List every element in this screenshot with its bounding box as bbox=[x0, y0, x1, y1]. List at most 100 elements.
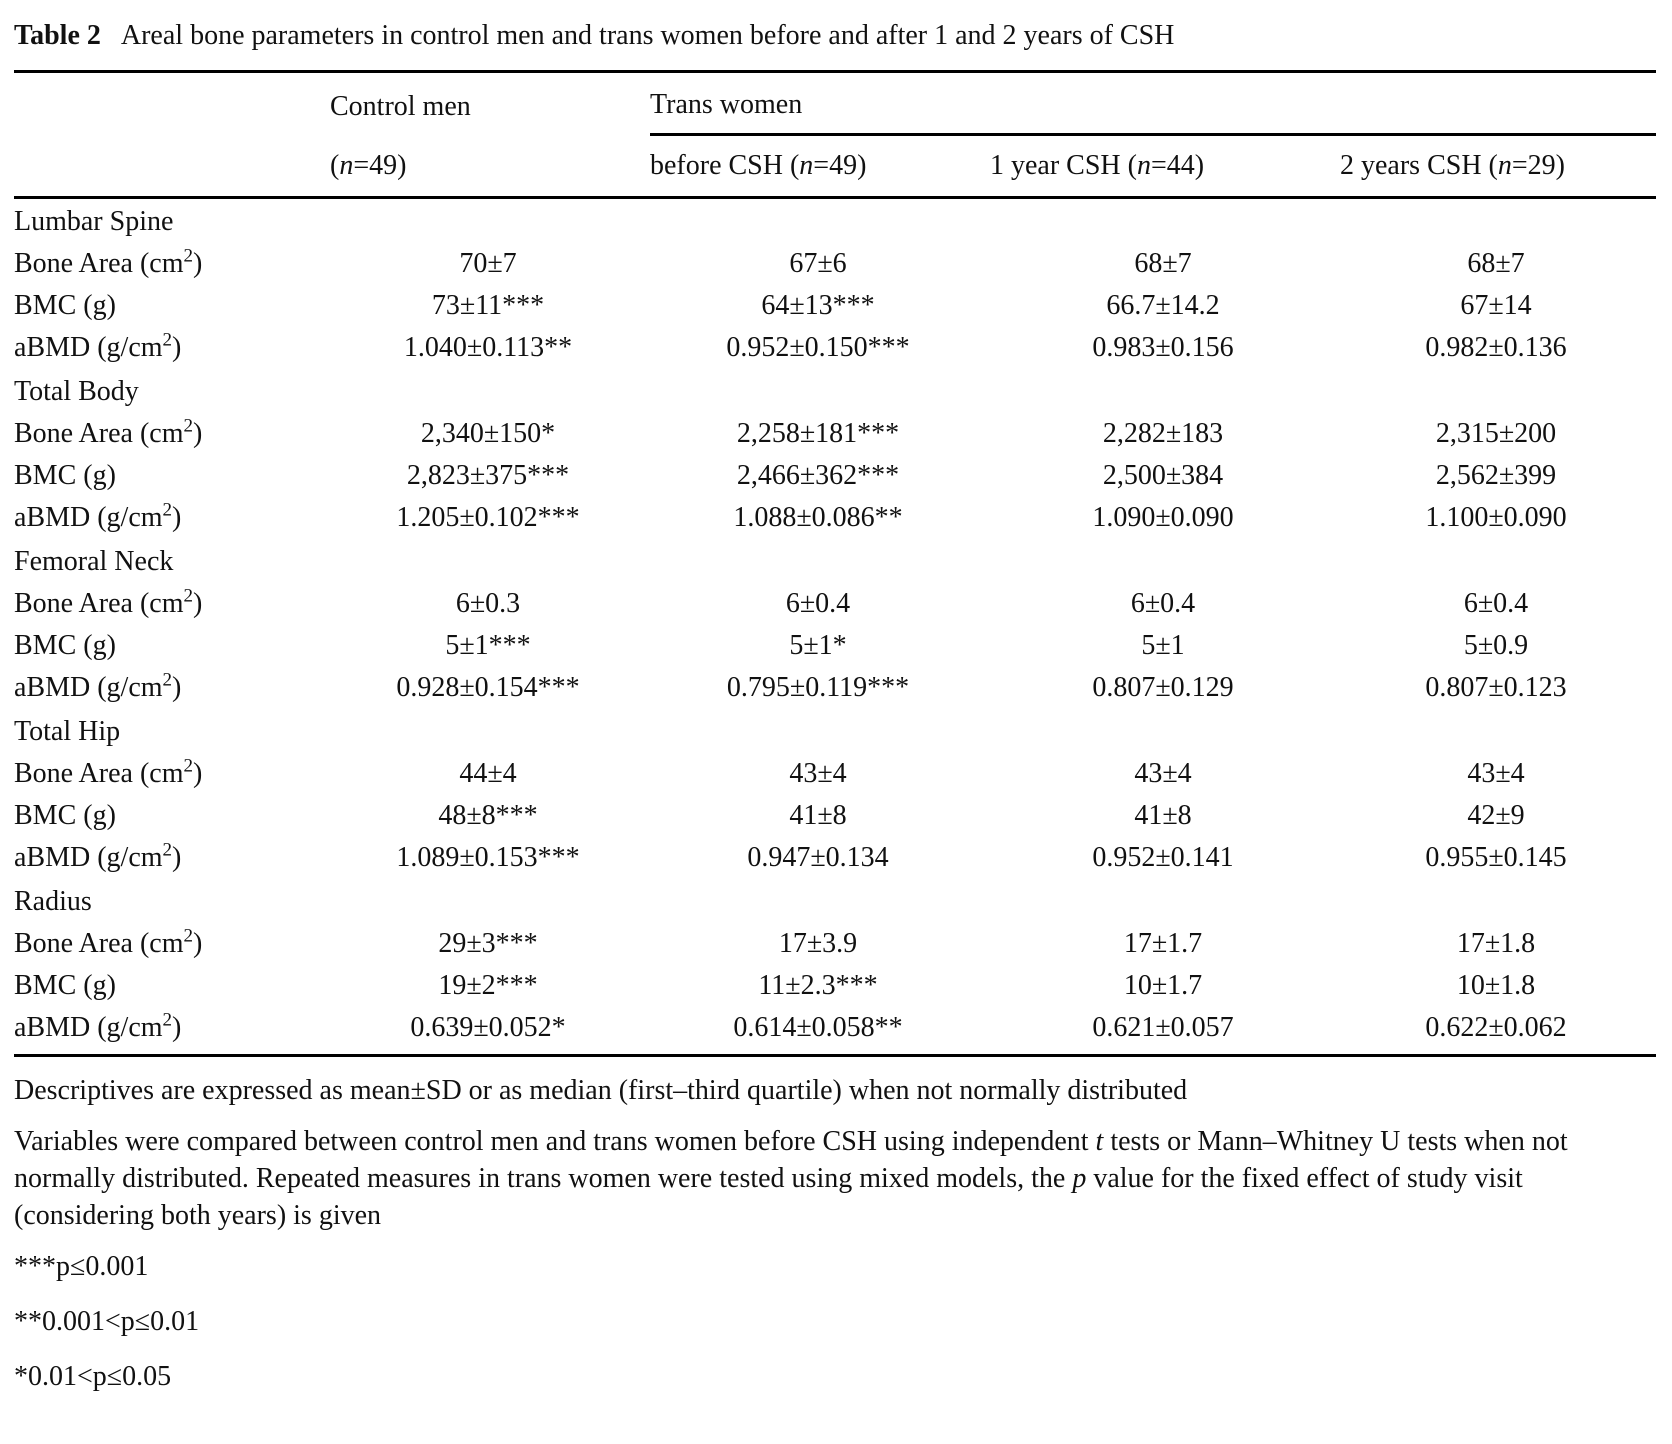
value-cell: 10±1.7 bbox=[1123, 970, 1203, 1002]
section-row-lumbar-spine: Lumbar Spine bbox=[14, 198, 1656, 244]
section-label: Radius bbox=[14, 886, 92, 918]
section-row-total-hip: Total Hip bbox=[14, 709, 1656, 753]
sub-header-row: (n=49) before CSH (n=49) 1 year CSH (n=4… bbox=[14, 134, 1657, 200]
row-label-abmd: aBMD (g/cm2) bbox=[14, 840, 182, 874]
table-row: BMC (g) 48±8*** 41±8 41±8 42±9 bbox=[14, 795, 1656, 837]
value-cell: 5±1*** bbox=[445, 630, 531, 662]
value-cell: 0.639±0.052* bbox=[330, 1007, 650, 1058]
value-cell: 2,823±375*** bbox=[406, 460, 570, 492]
section-label: Total Hip bbox=[14, 716, 121, 748]
value-cell: 6±0.4 bbox=[1463, 588, 1529, 620]
row-label-abmd: aBMD (g/cm2) bbox=[14, 1007, 330, 1058]
value-cell: 6±0.4 bbox=[1130, 588, 1196, 620]
row-label-abmd: aBMD (g/cm2) bbox=[14, 500, 182, 534]
value-cell: 1.205±0.102*** bbox=[396, 502, 580, 534]
italic-p: p bbox=[1072, 1163, 1087, 1195]
bone-parameters-table: Control men Trans women (n=49) before CS… bbox=[14, 73, 1657, 1058]
value-cell: 0.622±0.062 bbox=[1340, 1007, 1657, 1058]
table-row: BMC (g) 2,823±375*** 2,466±362*** 2,500±… bbox=[14, 455, 1656, 497]
italic-n: n bbox=[339, 150, 354, 182]
table-row: BMC (g) 73±11*** 64±13*** 66.7±14.2 67±1… bbox=[14, 285, 1656, 327]
value-cell: 68±7 bbox=[1467, 248, 1525, 280]
value-cell: 11±2.3*** bbox=[758, 970, 878, 1002]
value-cell: 2,315±200 bbox=[1435, 418, 1557, 450]
value-cell: 5±1 bbox=[1141, 630, 1185, 662]
value-cell: 5±0.9 bbox=[1463, 630, 1529, 662]
value-cell: 17±1.7 bbox=[1123, 928, 1203, 960]
table-row: aBMD (g/cm2) 0.639±0.052* 0.614±0.058** … bbox=[14, 1007, 1657, 1058]
italic-t: t bbox=[1095, 1126, 1104, 1158]
col-header-control-men-n: (n=49) bbox=[330, 134, 650, 200]
value-cell: 19±2*** bbox=[438, 970, 538, 1002]
value-cell: 0.983±0.156 bbox=[1092, 332, 1234, 364]
value-cell: 66.7±14.2 bbox=[1106, 290, 1220, 322]
value-cell: 43±4 bbox=[1134, 758, 1192, 790]
table-row: aBMD (g/cm2) 1.089±0.153*** 0.947±0.134 … bbox=[14, 837, 1656, 879]
value-cell: 1.088±0.086** bbox=[733, 502, 903, 534]
value-cell: 29±3*** bbox=[438, 928, 538, 960]
empty-subheader-cell bbox=[14, 134, 330, 200]
table-row: BMC (g) 19±2*** 11±2.3*** 10±1.7 10±1.8 bbox=[14, 965, 1656, 1007]
footnote-descriptives: Descriptives are expressed as mean±SD or… bbox=[14, 1075, 1188, 1107]
row-label-bmc: BMC (g) bbox=[14, 970, 116, 1002]
table-caption-text: Areal bone parameters in control men and… bbox=[120, 20, 1175, 51]
value-cell: 48±8*** bbox=[438, 800, 538, 832]
value-cell: 2,500±384 bbox=[1102, 460, 1224, 492]
value-cell: 0.952±0.141 bbox=[1092, 842, 1234, 874]
value-cell: 2,562±399 bbox=[1435, 460, 1557, 492]
italic-n: n bbox=[1497, 150, 1512, 182]
value-cell: 73±11*** bbox=[431, 290, 545, 322]
table-number-label: Table 2 bbox=[14, 20, 101, 51]
value-cell: 2,282±183 bbox=[1102, 418, 1224, 450]
section-label: Lumbar Spine bbox=[14, 206, 174, 238]
value-cell: 1.100±0.090 bbox=[1425, 502, 1567, 534]
table-row: Bone Area (cm2) 6±0.3 6±0.4 6±0.4 6±0.4 bbox=[14, 583, 1656, 625]
value-cell: 1.040±0.113** bbox=[403, 332, 573, 364]
value-cell: 67±6 bbox=[789, 248, 847, 280]
value-cell: 17±1.8 bbox=[1456, 928, 1536, 960]
italic-n: n bbox=[799, 150, 814, 182]
section-row-total-body: Total Body bbox=[14, 369, 1656, 413]
value-cell: 43±4 bbox=[1467, 758, 1525, 790]
value-cell: 1.090±0.090 bbox=[1092, 502, 1234, 534]
value-cell: 2,466±362*** bbox=[736, 460, 900, 492]
value-cell: 0.982±0.136 bbox=[1425, 332, 1567, 364]
value-cell: 6±0.3 bbox=[455, 588, 521, 620]
value-cell: 0.807±0.129 bbox=[1092, 672, 1234, 704]
value-cell: 17±3.9 bbox=[778, 928, 858, 960]
row-label-bone-area: Bone Area (cm2) bbox=[14, 416, 203, 450]
row-label-abmd: aBMD (g/cm2) bbox=[14, 670, 182, 704]
section-row-radius: Radius bbox=[14, 879, 1656, 923]
table-caption: Table 2 Areal bone parameters in control … bbox=[14, 10, 1656, 74]
table-row: Bone Area (cm2) 70±7 67±6 68±7 68±7 bbox=[14, 243, 1656, 285]
value-cell: 2,258±181*** bbox=[736, 418, 900, 450]
value-cell: 44±4 bbox=[459, 758, 517, 790]
row-label-bmc: BMC (g) bbox=[14, 800, 116, 832]
value-cell: 0.807±0.123 bbox=[1425, 672, 1567, 704]
value-cell: 0.795±0.119*** bbox=[726, 672, 910, 704]
value-cell: 2,340±150* bbox=[420, 418, 556, 450]
table-row: BMC (g) 5±1*** 5±1* 5±1 5±0.9 bbox=[14, 625, 1656, 667]
row-label-bmc: BMC (g) bbox=[14, 460, 116, 492]
significance-note-3-stars: ***p≤0.001 bbox=[14, 1251, 149, 1283]
row-label-bmc: BMC (g) bbox=[14, 290, 116, 322]
significance-note-1-star: *0.01<p≤0.05 bbox=[14, 1361, 172, 1393]
value-cell: 0.928±0.154*** bbox=[396, 672, 580, 704]
value-cell: 0.947±0.134 bbox=[747, 842, 889, 874]
value-cell: 42±9 bbox=[1467, 800, 1525, 832]
value-cell: 6±0.4 bbox=[785, 588, 851, 620]
table-header: Control men Trans women (n=49) before CS… bbox=[14, 73, 1657, 200]
value-cell: 1.089±0.153*** bbox=[396, 842, 580, 874]
value-cell: 64±13*** bbox=[761, 290, 875, 322]
table-footnotes: Descriptives are expressed as mean±SD or… bbox=[14, 1073, 1656, 1396]
row-label-bone-area: Bone Area (cm2) bbox=[14, 246, 203, 280]
group-header-row: Control men Trans women bbox=[14, 73, 1657, 137]
table-row: Bone Area (cm2) 44±4 43±4 43±4 43±4 bbox=[14, 753, 1656, 795]
value-cell: 67±14 bbox=[1460, 290, 1532, 322]
col-header-2-years-csh: 2 years CSH (n=29) bbox=[1340, 134, 1657, 200]
table-row: aBMD (g/cm2) 1.040±0.113** 0.952±0.150**… bbox=[14, 327, 1656, 369]
table-row: aBMD (g/cm2) 0.928±0.154*** 0.795±0.119*… bbox=[14, 667, 1656, 709]
value-cell: 68±7 bbox=[1134, 248, 1192, 280]
table-body: Lumbar Spine Bone Area (cm2) 70±7 67±6 6… bbox=[14, 198, 1657, 1058]
value-cell: 10±1.8 bbox=[1456, 970, 1536, 1002]
